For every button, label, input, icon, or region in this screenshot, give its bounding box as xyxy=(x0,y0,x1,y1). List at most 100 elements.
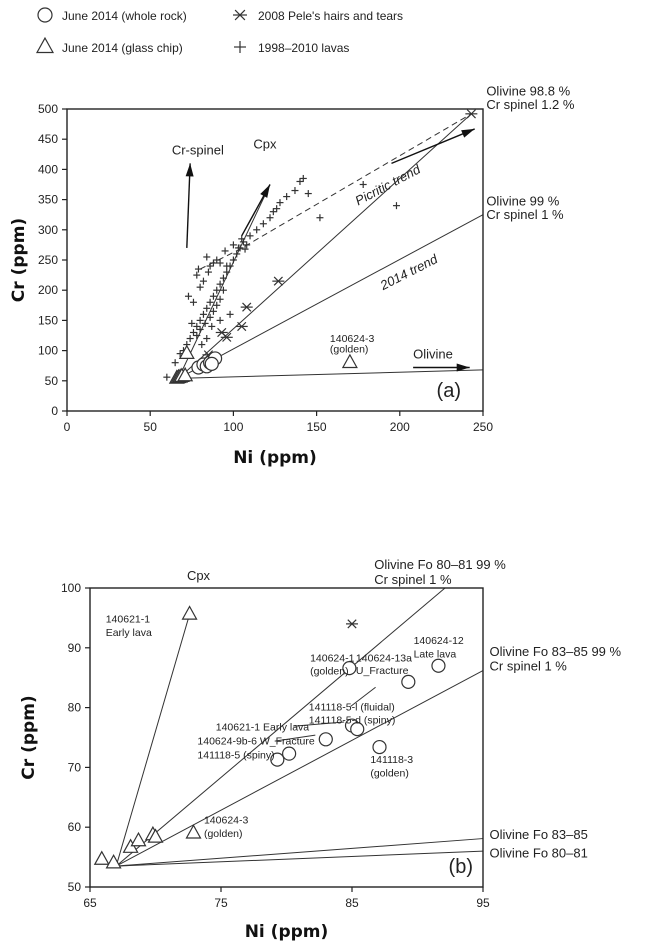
data-point-plus xyxy=(239,238,247,246)
data-point-plus xyxy=(196,325,204,333)
annotation-label: 2014 trend xyxy=(377,251,441,293)
legend-item-plus: 1998–2010 lavas xyxy=(234,41,349,55)
y-tick-label: 150 xyxy=(38,313,58,327)
legend-label-plus: 1998–2010 lavas xyxy=(258,41,349,55)
data-point-plus xyxy=(203,253,211,261)
y-tick-label: 50 xyxy=(68,880,82,894)
annotation-label: Cr spinel 1.2 % xyxy=(486,97,575,112)
data-point-asterisk xyxy=(346,619,358,629)
data-point-triangle xyxy=(105,854,122,869)
annotation-label: 140621-1 Early lava xyxy=(216,721,310,733)
annotation-label: Cpx xyxy=(187,568,211,583)
panel-b: 65 75 85 95 50 60 70 80 90 100 Ni (ppm) Cr (ppm) Cpx… xyxy=(19,557,622,942)
annotation-label: (golden) xyxy=(310,666,349,678)
data-point-plus xyxy=(201,319,209,327)
label-leader-line xyxy=(350,686,376,707)
model-line-3 xyxy=(115,670,484,867)
data-point-plus xyxy=(246,232,254,240)
data-point-plus xyxy=(359,181,367,188)
x-axis-label: Ni (ppm) xyxy=(233,448,317,468)
data-point-plus xyxy=(229,256,237,264)
x-tick-label: 75 xyxy=(214,896,228,910)
y-tick-label: 60 xyxy=(68,820,82,834)
data-point-plus xyxy=(238,235,246,243)
data-point-plus xyxy=(206,298,214,306)
x-tick-label: 250 xyxy=(473,420,493,434)
annotation-label: Cr spinel 1 % xyxy=(486,207,564,222)
data-point-circle xyxy=(350,722,365,737)
y-axis-label: Cr (ppm) xyxy=(19,695,39,779)
panel-label: (b) xyxy=(449,856,473,878)
data-point-triangle xyxy=(341,353,358,369)
annotation-label: Late lava xyxy=(414,648,457,660)
data-point-plus xyxy=(209,307,217,315)
data-point-asterisk xyxy=(220,332,233,342)
series-circle xyxy=(191,351,223,375)
x-tick-label: 50 xyxy=(144,420,158,434)
y-tick-label: 450 xyxy=(38,132,58,146)
data-point-plus xyxy=(266,214,274,222)
label-leader-line xyxy=(274,734,316,742)
data-point-plus xyxy=(233,250,241,258)
legend-item-asterisk: 2008 Pele's hairs and tears xyxy=(233,9,403,23)
data-point-plus xyxy=(216,295,224,303)
annotation-label: 141118-5-d (spiny) xyxy=(309,715,396,727)
x-tick-label: 100 xyxy=(223,420,243,434)
data-point-plus xyxy=(203,304,211,312)
trend-arrow-4 xyxy=(413,363,470,372)
panel-label: (a) xyxy=(437,380,461,402)
data-point-circle xyxy=(372,739,387,755)
annotation-label: 141118-3 xyxy=(370,754,413,766)
legend-marker-triangle xyxy=(35,36,55,54)
series-plus xyxy=(163,174,400,381)
annotation-label: Cr spinel 1 % xyxy=(374,572,452,587)
trend-arrow-1 xyxy=(185,163,194,248)
y-tick-label: 70 xyxy=(68,760,82,774)
data-point-plus xyxy=(304,190,312,198)
annotation-label: U_Fracture xyxy=(356,665,409,677)
annotation-label: 141118-5 (spiny) xyxy=(197,749,274,761)
data-point-triangle xyxy=(185,824,202,839)
annotation-label: 141118-5-l (fluidal) xyxy=(309,702,395,714)
annotation-label: (golden) xyxy=(330,343,369,355)
annotation-label: 140624-9b-6 W_Fracture xyxy=(197,736,314,748)
data-point-plus xyxy=(206,313,214,321)
trend-arrow-3 xyxy=(391,128,475,165)
y-tick-label: 350 xyxy=(38,193,58,207)
data-point-plus xyxy=(273,205,281,213)
y-axis-label: Cr (ppm) xyxy=(9,218,29,302)
data-point-triangle xyxy=(93,850,110,865)
legend-marker-plus xyxy=(234,41,246,53)
model-line-2 xyxy=(115,587,446,867)
annotation-label: Cr-spinel xyxy=(172,142,224,157)
legend: June 2014 (whole rock) 2008 Pele's hairs … xyxy=(35,7,403,55)
series-circle xyxy=(270,658,446,767)
data-point-triangle xyxy=(178,344,195,360)
legend-label-circle: June 2014 (whole rock) xyxy=(62,9,187,23)
data-point-plus xyxy=(299,174,307,182)
y-tick-label: 400 xyxy=(38,162,58,176)
legend-marker-circle xyxy=(37,7,53,23)
data-point-plus xyxy=(194,265,202,273)
annotation-label: Olivine 99 % xyxy=(486,194,559,209)
data-point-plus xyxy=(209,259,217,267)
data-point-plus xyxy=(213,286,221,294)
trend-arrow-2 xyxy=(241,184,271,237)
data-point-plus xyxy=(184,292,192,300)
model-line-3 xyxy=(178,369,484,379)
series-asterisk xyxy=(346,619,358,629)
data-point-triangle xyxy=(177,366,194,382)
data-point-triangle xyxy=(181,605,198,620)
data-point-circle xyxy=(204,356,219,371)
annotation-label: Early lava xyxy=(106,627,152,639)
data-point-plus xyxy=(189,328,197,336)
data-point-plus xyxy=(291,187,299,195)
annotation-label: 140624-1 xyxy=(310,653,355,665)
data-point-circle xyxy=(282,746,297,761)
data-point-plus xyxy=(283,193,291,201)
plot-frame xyxy=(89,587,484,888)
legend-label-asterisk: 2008 Pele's hairs and tears xyxy=(258,9,403,23)
data-point-plus xyxy=(316,214,324,222)
data-point-plus xyxy=(276,199,284,207)
x-tick-label: 85 xyxy=(345,896,359,910)
